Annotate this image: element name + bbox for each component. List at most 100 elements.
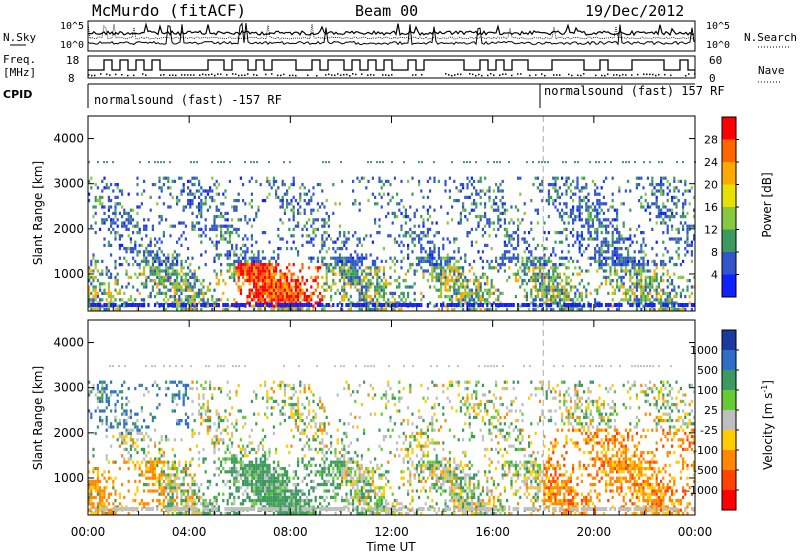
range-gate-cell [595,161,597,164]
range-gate-cell [215,205,218,209]
range-gate-cell [253,298,256,302]
range-gate-cell [259,279,262,283]
range-gate-cell [279,291,282,295]
range-gate-cell [660,179,663,183]
range-gate-cell [622,161,624,164]
range-gate-cell [215,186,218,190]
range-gate-cell [147,390,150,394]
range-gate-cell [158,303,161,307]
range-gate-cell [200,205,203,209]
range-gate-cell [127,489,130,493]
range-gate-cell [99,272,102,276]
range-gate-cell [123,457,126,461]
range-gate-cell [167,486,170,490]
range-gate-cell [176,486,179,490]
range-gate-cell [259,298,262,302]
range-gate-cell [426,179,429,183]
range-gate-cell [426,234,429,238]
range-gate-cell [360,259,363,263]
range-gate-cell [162,202,165,206]
range-gate-cell [178,390,181,394]
range-gate-cell [125,218,128,222]
range-gate-cell [352,259,355,263]
range-gate-cell [558,231,561,235]
range-gate-cell [525,256,528,260]
range-gate-cell [297,275,300,279]
range-gate-cell [517,208,520,212]
range-gate-cell [664,221,667,225]
range-gate-cell [173,288,176,292]
range-gate-cell [275,259,278,263]
range-gate-cell [277,186,280,190]
range-gate-cell [532,298,535,302]
range-gate-cell [169,161,171,164]
range-gate-cell [622,291,625,295]
range-gate-cell [690,303,693,307]
range-gate-cell [160,470,163,474]
range-gate-cell [156,406,159,410]
range-gate-cell [554,205,557,209]
range-gate-cell [679,275,682,279]
range-gate-cell [246,298,249,302]
range-gate-cell [358,279,361,283]
range-gate-cell [429,285,432,289]
range-gate-cell [475,295,478,299]
range-gate-cell [604,161,606,164]
nave-dot [373,74,375,76]
range-gate-cell [358,179,361,183]
range-gate-cell [402,234,405,238]
range-gate-cell [627,250,630,254]
range-gate-cell [354,250,357,254]
range-gate-cell [264,298,267,302]
range-gate-cell [558,307,561,311]
range-gate-cell [176,489,179,493]
range-gate-cell [616,269,619,273]
range-gate-cell [677,307,680,311]
range-gate-cell [308,218,311,222]
range-gate-cell [473,291,476,295]
range-gate-cell [96,425,99,429]
range-gate-cell [440,259,443,263]
range-gate-cell [459,291,462,295]
range-gate-cell [391,303,394,307]
range-gate-cell [376,256,379,260]
range-gate-cell [347,269,350,273]
range-gate-cell [666,192,669,196]
range-gate-cell [323,288,326,292]
range-gate-cell [110,205,113,209]
range-gate-cell [497,205,500,209]
range-gate-cell [180,502,183,506]
range-gate-cell [561,307,564,311]
range-gate-cell [193,161,195,164]
range-gate-cell [501,179,504,183]
range-gate-cell [187,179,190,183]
range-gate-cell [587,231,590,235]
range-gate-cell [545,275,548,279]
range-gate-cell [521,218,524,222]
range-gate-cell [121,298,124,302]
range-gate-cell [125,396,128,400]
range-gate-cell [88,489,91,493]
range-gate-cell [561,192,564,196]
range-gate-cell [134,243,137,247]
range-gate-cell [116,231,119,235]
range-gate-cell [195,444,198,448]
range-gate-cell [253,304,256,308]
range-gate-cell [292,183,295,187]
range-gate-cell [574,240,577,244]
range-gate-cell [470,176,473,180]
range-gate-cell [512,231,515,235]
range-gate-cell [490,247,493,251]
range-gate-cell [125,441,128,445]
range-gate-cell [643,161,645,164]
range-gate-cell [543,282,546,286]
nave-dot [256,74,258,77]
range-gate-cell [127,215,130,219]
range-gate-cell [257,298,260,302]
range-gate-cell [103,307,106,311]
range-gate-cell [492,291,495,295]
range-gate-cell [154,243,157,247]
range-gate-cell [129,409,132,413]
range-gate-cell [655,195,658,199]
range-gate-cell [228,250,231,254]
